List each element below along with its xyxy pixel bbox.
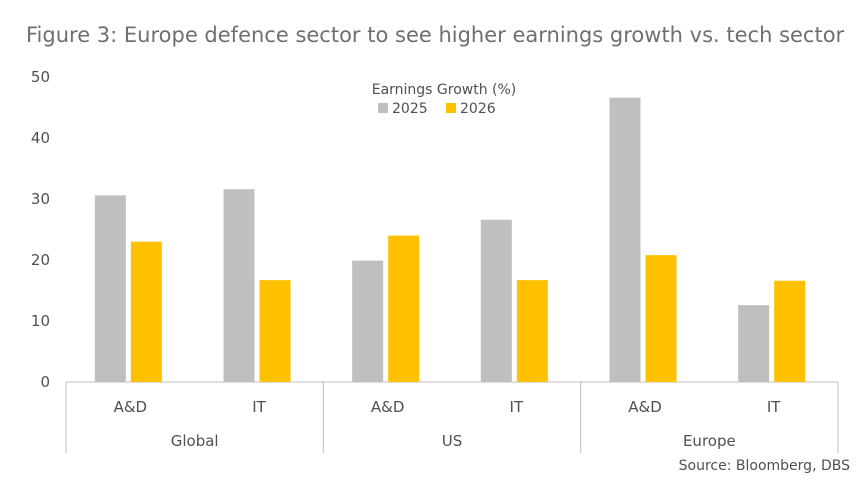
legend-swatch-2026: [446, 103, 456, 113]
y-tick-label: 30: [31, 190, 50, 208]
bar-2026-europe-ad: [645, 255, 677, 382]
bar-2025-global-it: [223, 189, 255, 382]
legend-label-2026: 2026: [460, 101, 496, 117]
x-category-label: IT: [252, 398, 266, 416]
bar-2025-us-it: [480, 219, 512, 382]
axes: 0 10 20 30 40 50 A&D IT A&D IT A&D IT Global US Europe: [31, 68, 839, 453]
y-tick-label: 50: [31, 68, 50, 86]
y-tick-label: 10: [31, 312, 50, 330]
bar-2026-global-it: [259, 280, 291, 382]
y-tick-label: 20: [31, 251, 50, 269]
bar-2025-global-ad: [94, 195, 126, 382]
legend-title: Earnings Growth (%): [372, 82, 517, 98]
bar-2026-europe-it: [774, 280, 806, 382]
bars: [94, 97, 806, 383]
x-category-label: A&D: [628, 398, 662, 416]
bar-2026-global-ad: [130, 241, 162, 382]
source-note: Source: Bloomberg, DBS: [679, 458, 850, 474]
legend-label-2025: 2025: [392, 101, 428, 117]
bar-2025-europe-it: [738, 305, 770, 382]
x-category-label: IT: [767, 398, 781, 416]
bar-2025-us-ad: [352, 260, 384, 382]
bar-2026-us-ad: [388, 235, 420, 382]
chart-title: Figure 3: Europe defence sector to see h…: [26, 23, 845, 47]
x-group-label: US: [442, 432, 463, 450]
x-category-label: IT: [510, 398, 524, 416]
bar-2025-europe-ad: [609, 97, 641, 383]
legend: Earnings Growth (%) 2025 2026: [372, 82, 517, 117]
x-group-label: Europe: [683, 432, 736, 450]
x-category-label: A&D: [371, 398, 405, 416]
x-category-label: A&D: [114, 398, 148, 416]
legend-swatch-2025: [378, 103, 388, 113]
y-tick-label: 40: [31, 129, 50, 147]
y-tick-label: 0: [40, 373, 50, 391]
x-group-label: Global: [171, 432, 219, 450]
bar-2026-us-it: [516, 280, 548, 382]
